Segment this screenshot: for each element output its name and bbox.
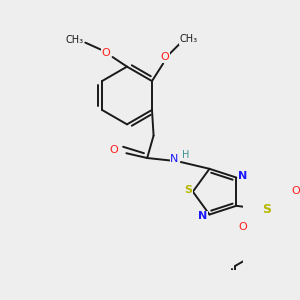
Text: O: O	[291, 186, 300, 196]
Text: H: H	[182, 150, 189, 160]
Text: S: S	[184, 185, 192, 195]
Text: O: O	[160, 52, 169, 62]
Text: O: O	[102, 48, 110, 58]
Text: N: N	[170, 154, 178, 164]
Text: S: S	[262, 203, 271, 216]
Text: N: N	[198, 211, 208, 221]
Text: O: O	[238, 222, 247, 233]
Text: CH₃: CH₃	[65, 35, 83, 45]
Text: O: O	[109, 145, 118, 155]
Text: N: N	[238, 171, 248, 181]
Text: CH₃: CH₃	[180, 34, 198, 44]
